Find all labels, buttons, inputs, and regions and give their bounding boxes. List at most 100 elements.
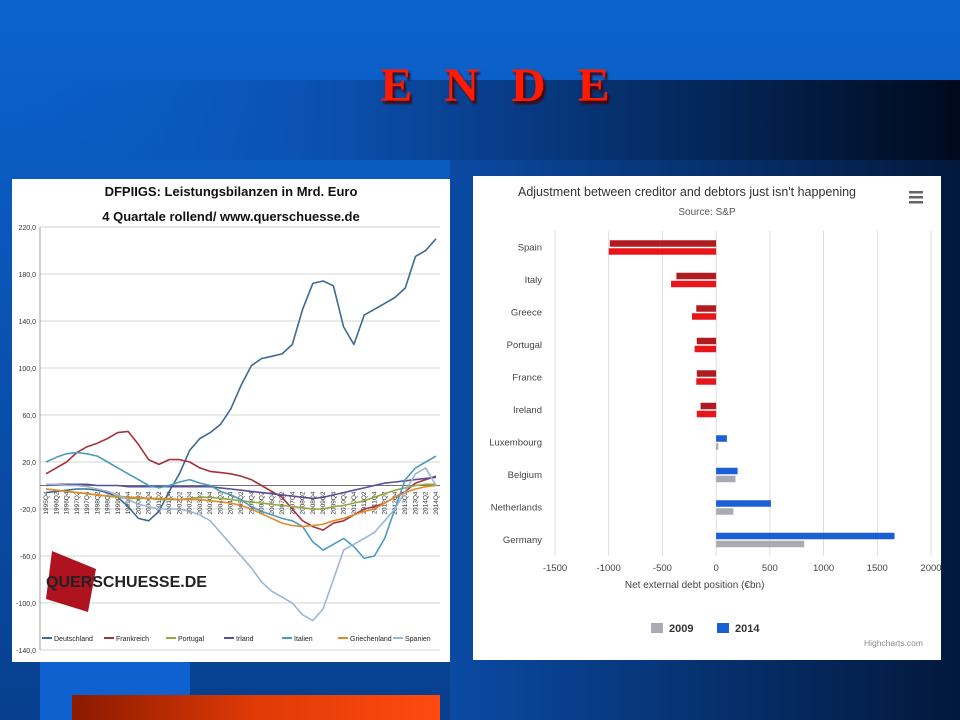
chart-title: DFPIIGS: Leistungsbilanzen in Mrd. Euro bbox=[105, 184, 358, 199]
category-label: Netherlands bbox=[491, 502, 542, 513]
x-tick-label: 2001Q2 bbox=[156, 491, 163, 515]
x-tick-label: 1999Q4 bbox=[125, 491, 132, 515]
bar-2009 bbox=[691, 313, 717, 320]
series-line-irland bbox=[45, 476, 437, 500]
x-tick-label: 2010Q2 bbox=[341, 491, 348, 515]
bar-2009 bbox=[716, 443, 719, 450]
hamburger-icon bbox=[909, 191, 923, 204]
x-tick-label: 2008Q2 bbox=[300, 491, 307, 515]
x-tick-label: 2002Q2 bbox=[176, 491, 183, 515]
legend-label-2014: 2014 bbox=[735, 623, 760, 635]
series-line-italien bbox=[45, 451, 437, 560]
x-tick-label: 2013Q4 bbox=[412, 491, 419, 515]
x-tick-label: 2001Q4 bbox=[166, 491, 173, 515]
logo-text: QUERSCHUESSE.DE bbox=[46, 574, 207, 591]
x-tick-label: 2014Q2 bbox=[423, 491, 430, 515]
chart-subtitle: Source: S&P bbox=[678, 207, 736, 218]
legend-label-deutschland: Deutschland bbox=[54, 636, 93, 643]
x-tick-label: 2002Q4 bbox=[187, 491, 194, 515]
series-line-frankreich bbox=[45, 430, 437, 531]
slide-title: E N D E bbox=[380, 59, 620, 112]
hamburger-line bbox=[909, 191, 923, 194]
bar-2009 bbox=[716, 475, 736, 483]
legend-swatch-2014 bbox=[717, 623, 729, 633]
y-tick-label: 140,0 bbox=[18, 319, 36, 326]
x-tick-label: 1997Q4 bbox=[84, 491, 91, 515]
x-tick-label: 2007Q4 bbox=[289, 491, 296, 515]
x-tick-label: 1997Q2 bbox=[74, 491, 81, 515]
legend-label-portugal: Portugal bbox=[178, 636, 205, 643]
bar-2009 bbox=[696, 410, 717, 418]
category-label: Greece bbox=[511, 307, 542, 318]
series-line-spanien bbox=[46, 467, 437, 622]
y-tick-label: -100,0 bbox=[16, 601, 36, 608]
bar-2009 bbox=[694, 345, 717, 353]
bar-2009 bbox=[716, 508, 734, 515]
x-tick-label: 2008Q4 bbox=[310, 491, 317, 515]
x-tick-label: 2000Q4 bbox=[146, 491, 153, 515]
category-label: Spain bbox=[518, 242, 542, 253]
x-tick-label: 2012Q4 bbox=[392, 491, 399, 515]
bar-2014 bbox=[696, 370, 717, 377]
y-tick-label: 60,0 bbox=[22, 413, 36, 420]
x-tick-label: 1998Q2 bbox=[94, 491, 101, 515]
x-tick-label: 2000 bbox=[920, 563, 941, 574]
category-label: Luxembourg bbox=[489, 437, 542, 448]
y-tick-label: 100,0 bbox=[18, 366, 36, 373]
x-axis-label: Net external debt position (€bn) bbox=[625, 580, 765, 591]
x-tick-label: 1998Q4 bbox=[105, 491, 112, 515]
bar-2014 bbox=[716, 435, 727, 442]
legend-label-spanien: Spanien bbox=[405, 636, 431, 643]
x-tick-label: 1995Q4 bbox=[43, 491, 50, 515]
x-tick-label: 2005Q2 bbox=[238, 491, 245, 515]
external-debt-chart: Adjustment between creditor and debtors … bbox=[473, 176, 941, 660]
x-tick-label: 2013Q2 bbox=[402, 491, 409, 515]
legend-swatch-2009 bbox=[651, 623, 663, 633]
category-label: Italy bbox=[525, 275, 543, 286]
category-label: Portugal bbox=[507, 340, 542, 351]
x-tick-label: 2011Q4 bbox=[371, 491, 378, 514]
x-tick-label: 1000 bbox=[813, 563, 834, 574]
legend-label-2009: 2009 bbox=[669, 623, 693, 635]
x-tick-label: 1996Q4 bbox=[64, 491, 71, 515]
x-tick-label: 1999Q2 bbox=[115, 491, 122, 515]
x-tick-label: -1000 bbox=[597, 563, 621, 574]
legend-label-griechenland: Griechenland bbox=[350, 636, 392, 643]
bar-2014 bbox=[676, 272, 717, 280]
x-tick-label: 500 bbox=[762, 563, 778, 574]
y-tick-label: 220,0 bbox=[18, 225, 36, 232]
x-tick-label: 2014Q4 bbox=[433, 491, 440, 515]
x-tick-label: 0 bbox=[713, 563, 718, 574]
x-tick-label: -1500 bbox=[543, 563, 567, 574]
y-tick-label: -20,0 bbox=[20, 507, 36, 514]
x-tick-label: 2011Q2 bbox=[361, 491, 368, 514]
bar-2014 bbox=[716, 500, 771, 507]
chart-title: Adjustment between creditor and debtors … bbox=[518, 185, 856, 199]
x-tick-label: 2009Q4 bbox=[330, 491, 337, 515]
x-tick-label: 2003Q2 bbox=[197, 491, 204, 515]
x-tick-label: 2003Q4 bbox=[207, 491, 214, 515]
bar-2009 bbox=[671, 280, 717, 288]
bar-2014 bbox=[696, 337, 717, 345]
bar-2014 bbox=[716, 467, 738, 475]
legend-label-irland: Irland bbox=[236, 636, 254, 643]
bar-2014 bbox=[716, 532, 895, 540]
hamburger-line bbox=[909, 196, 923, 199]
category-label: France bbox=[512, 372, 542, 383]
x-tick-label: -500 bbox=[653, 563, 672, 574]
series-line-deutschland bbox=[45, 238, 437, 522]
querschuesse-logo: QUERSCHUESSE.DE bbox=[46, 551, 207, 612]
chart-subtitle: 4 Quartale rollend/ www.querschuesse.de bbox=[102, 209, 359, 224]
bar-2009 bbox=[696, 378, 717, 385]
legend-label-italien: Italien bbox=[294, 636, 313, 643]
x-tick-label: 2009Q2 bbox=[320, 491, 327, 515]
category-label: Belgium bbox=[508, 470, 542, 481]
hamburger-line bbox=[909, 201, 923, 204]
current-account-chart: DFPIIGS: Leistungsbilanzen in Mrd. Euro 4… bbox=[12, 179, 450, 662]
legend-label-frankreich: Frankreich bbox=[116, 636, 149, 643]
bar-2009 bbox=[716, 540, 805, 548]
y-tick-label: 20,0 bbox=[22, 460, 36, 467]
x-tick-label: 2007Q2 bbox=[279, 491, 286, 515]
bar-2014 bbox=[696, 305, 717, 312]
bar-2009 bbox=[608, 248, 717, 255]
